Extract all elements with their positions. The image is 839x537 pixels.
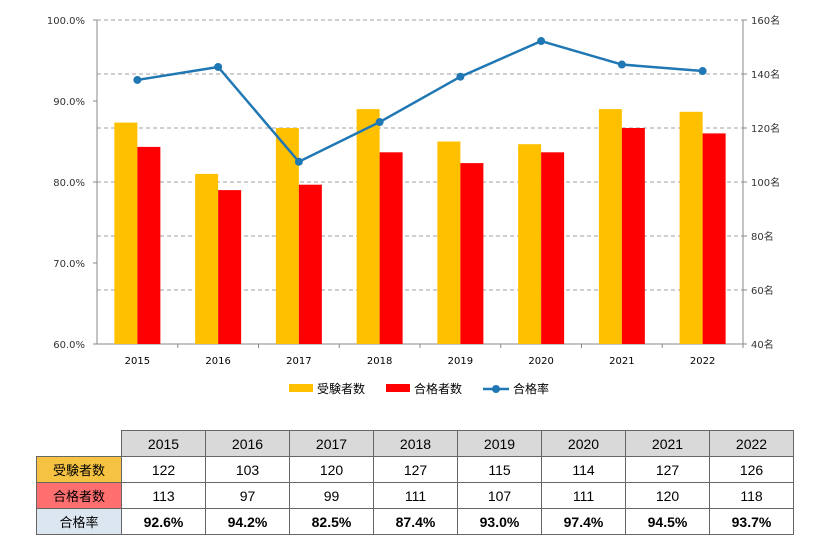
table-cell: 99: [289, 482, 374, 509]
table-header-row: 2015 2016 2017 2018 2019 2020 2021 2022: [36, 430, 794, 457]
pass-rate-point: [537, 37, 546, 46]
bar-examinees: [114, 122, 138, 344]
left-tick-label: 90.0%: [53, 97, 85, 108]
pass-rate-line: [137, 39, 703, 164]
pass-rate-point: [133, 75, 142, 84]
table-header: 2017: [289, 430, 374, 457]
left-tick-label: 60.0%: [53, 340, 85, 351]
table-header: 2022: [709, 430, 794, 457]
bar-examinees: [518, 144, 542, 344]
table-cell: 127: [625, 456, 710, 483]
table-row-examinees: 受験者数 122 103 120 127 115 114 127 126: [36, 456, 794, 483]
table-cell: 114: [541, 456, 626, 483]
pass-rate-point: [375, 118, 384, 127]
table-cell: 87.4%: [373, 508, 458, 535]
bar-examinees: [598, 109, 622, 344]
table-cell: 122: [121, 456, 206, 483]
x-tick-label: 2020: [528, 356, 553, 367]
bar-passers: [137, 146, 161, 344]
pass-rate-point: [214, 62, 223, 71]
x-tick-label: 2015: [125, 356, 150, 367]
table-header: 2016: [205, 430, 290, 457]
table-cell: 107: [457, 482, 542, 509]
x-tick-label: 2017: [286, 356, 311, 367]
table-cell: 126: [709, 456, 794, 483]
bar-examinees: [195, 173, 219, 344]
table-cell: 94.2%: [205, 508, 290, 535]
table-header: 2019: [457, 430, 542, 457]
table-header: 2018: [373, 430, 458, 457]
left-tick-label: 70.0%: [53, 259, 85, 270]
right-tick-label: 80名: [751, 230, 774, 243]
table-header: 2020: [541, 430, 626, 457]
bar-examinees: [356, 109, 380, 344]
right-tick-label: 40名: [751, 338, 774, 351]
left-tick-label: 80.0%: [53, 178, 85, 189]
row-label: 合格者数: [36, 482, 122, 509]
legend-label-passers: 合格者数: [414, 381, 462, 396]
table-cell: 97: [205, 482, 290, 509]
legend-swatch-passers: [386, 384, 410, 392]
table-cell: 93.7%: [709, 508, 794, 535]
right-tick-label: 100名: [751, 176, 780, 189]
table-cell: 103: [205, 456, 290, 483]
bar-passers: [702, 133, 726, 344]
bar-examinees: [437, 141, 461, 344]
table-cell: 111: [541, 482, 626, 509]
table-cell: 115: [457, 456, 542, 483]
legend-swatch-examinees: [289, 384, 313, 392]
data-table: 2015 2016 2017 2018 2019 2020 2021 2022 …: [36, 430, 794, 535]
table-cell: 118: [709, 482, 794, 509]
legend-label-examinees: 受験者数: [317, 381, 365, 396]
bar-examinees: [275, 128, 299, 344]
bar-passers: [379, 152, 403, 344]
row-label: 合格率: [36, 508, 122, 535]
table-cell: 94.5%: [625, 508, 710, 535]
table-corner: [36, 430, 122, 457]
left-tick-label: 100.0%: [47, 16, 85, 27]
bar-passers: [621, 128, 645, 344]
bar-examinees: [679, 111, 703, 344]
table-cell: 93.0%: [457, 508, 542, 535]
pass-rate-point: [698, 67, 707, 76]
pass-rate-point: [617, 60, 626, 69]
legend-label-pass-rate: 合格率: [513, 381, 549, 396]
right-tick-label: 60名: [751, 284, 774, 297]
table-cell: 113: [121, 482, 206, 509]
right-tick-label: 120名: [751, 122, 780, 135]
table-cell: 92.6%: [121, 508, 206, 535]
row-label: 受験者数: [36, 456, 122, 483]
table-cell: 111: [373, 482, 458, 509]
pass-rate-point: [456, 72, 465, 81]
table-cell: 120: [289, 456, 374, 483]
x-tick-label: 2018: [367, 356, 392, 367]
right-tick-label: 160名: [751, 14, 780, 27]
table-cell: 120: [625, 482, 710, 509]
x-tick-label: 2022: [690, 356, 715, 367]
table-header: 2015: [121, 430, 206, 457]
table-row-passers: 合格者数 113 97 99 111 107 111 120 118: [36, 482, 794, 509]
x-tick-label: 2016: [205, 356, 230, 367]
pass-rate-point: [294, 157, 303, 166]
table-row-pass-rate: 合格率 92.6% 94.2% 82.5% 87.4% 93.0% 97.4% …: [36, 508, 794, 535]
right-tick-label: 140名: [751, 68, 780, 81]
table-cell: 97.4%: [541, 508, 626, 535]
legend-marker-pass-rate: [492, 385, 500, 393]
bar-passers: [218, 190, 242, 344]
table-cell: 127: [373, 456, 458, 483]
bar-passers: [460, 163, 484, 344]
bar-passers: [541, 152, 565, 344]
x-tick-label: 2019: [448, 356, 473, 367]
bar-passers: [298, 184, 322, 344]
table-header: 2021: [625, 430, 710, 457]
table-cell: 82.5%: [289, 508, 374, 535]
combo-chart: 60.0% 70.0% 80.0% 90.0% 100.0% 40名 60名 80名 100名 1…: [47, 14, 780, 396]
x-tick-label: 2021: [609, 356, 634, 367]
